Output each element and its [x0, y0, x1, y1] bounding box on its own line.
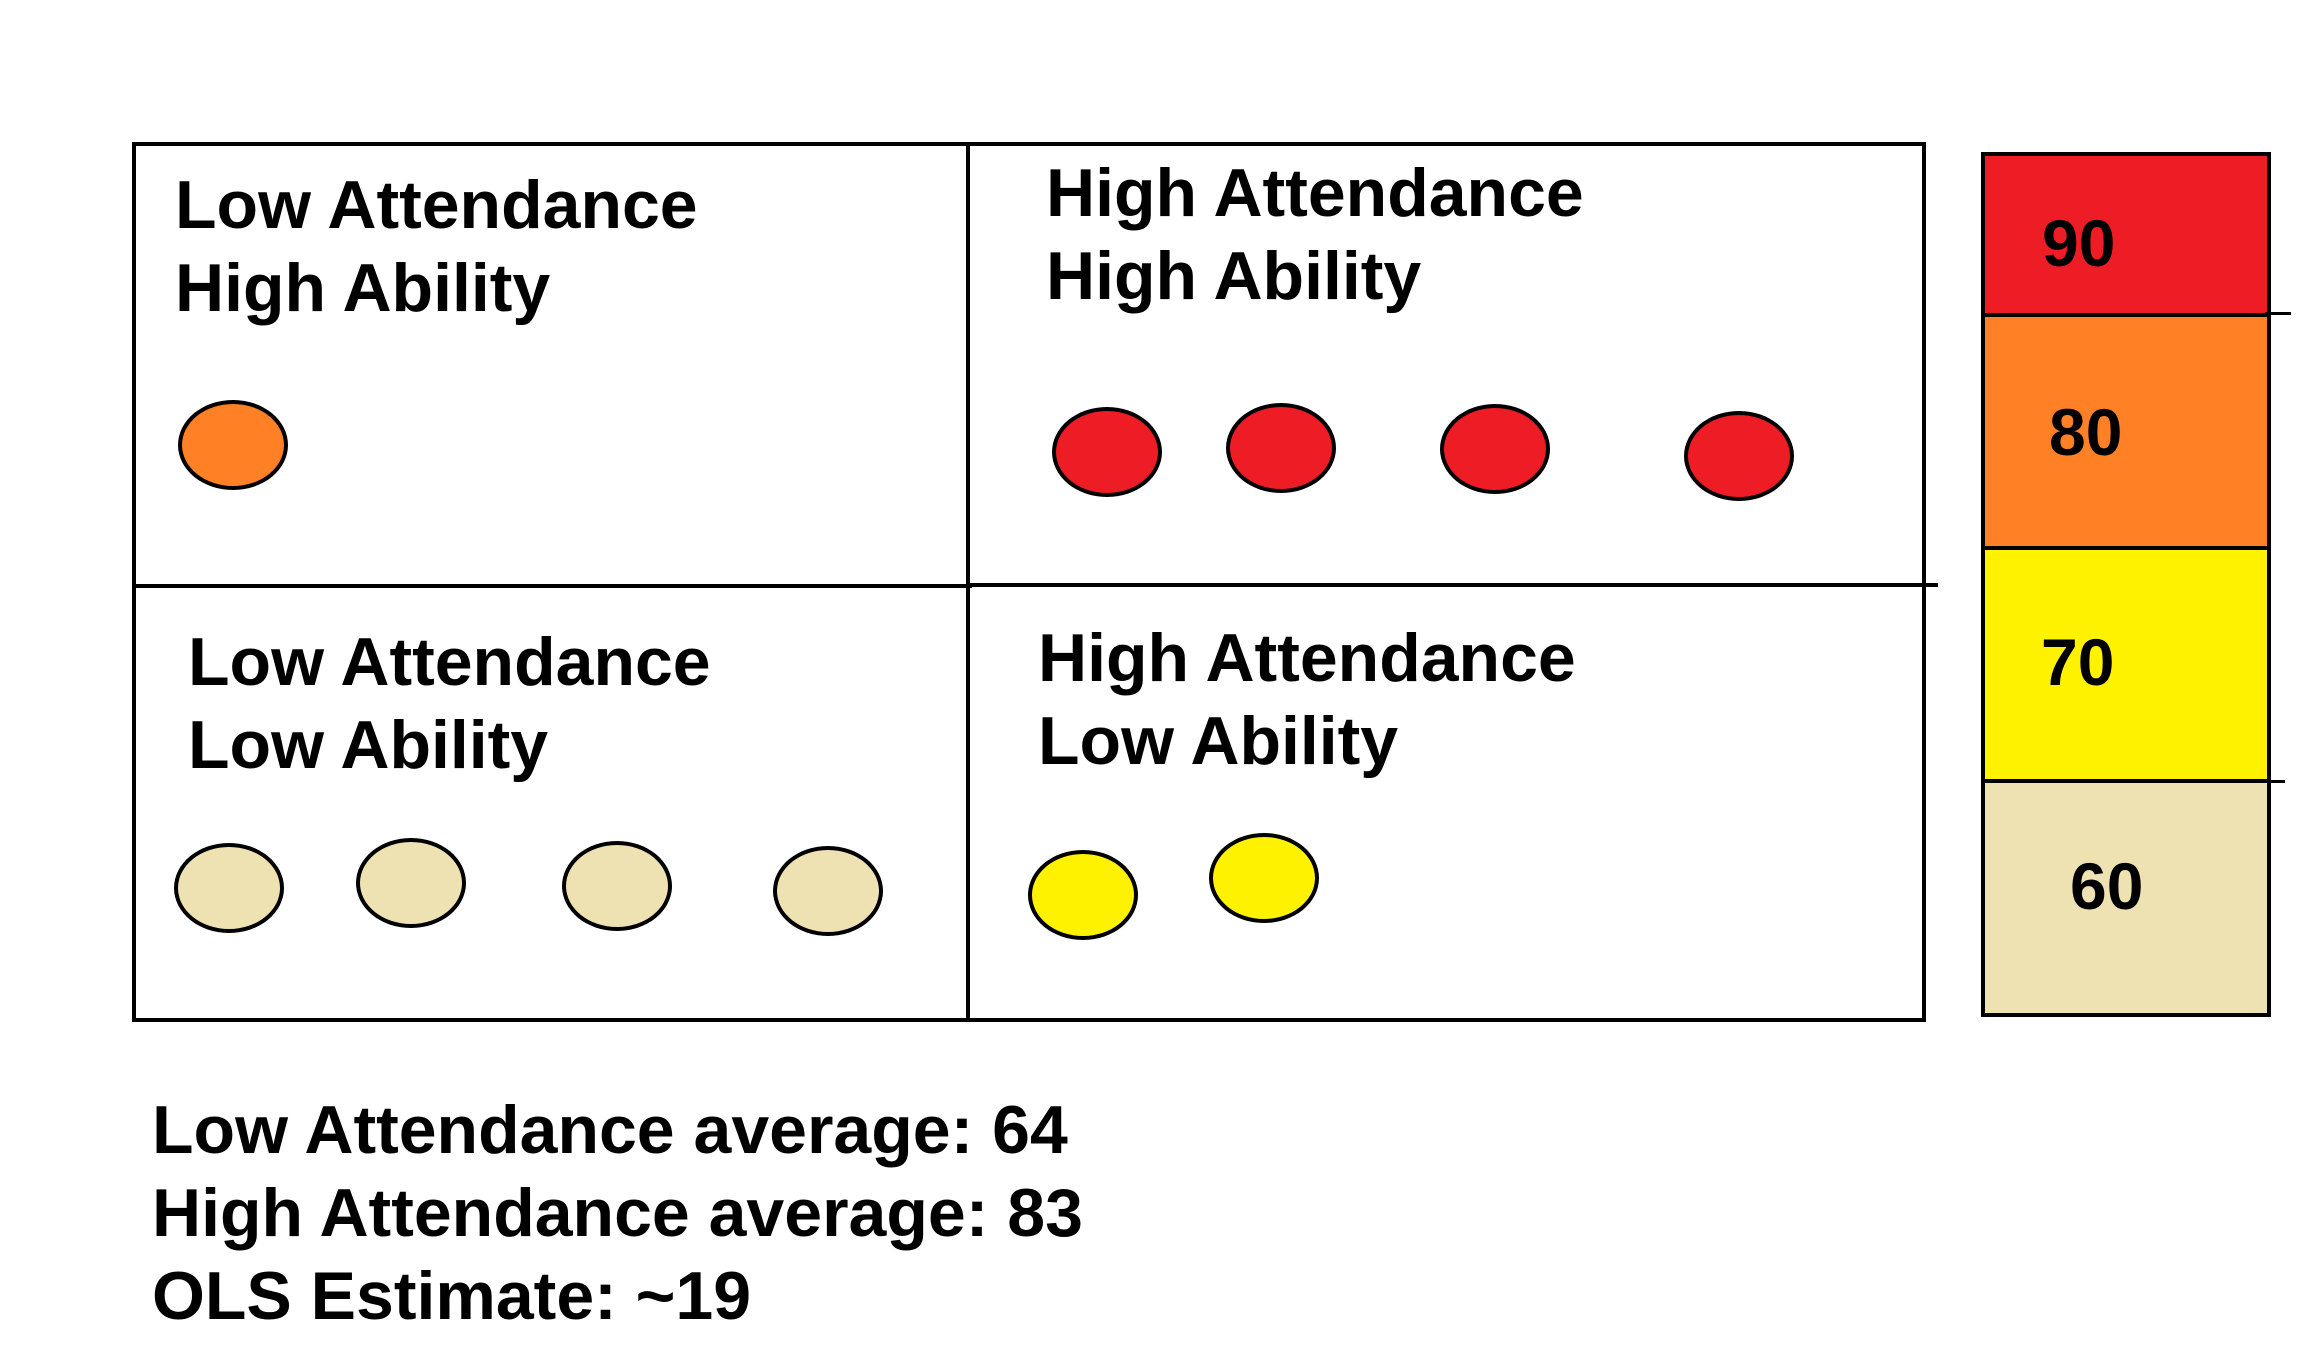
- low-attendance-average: Low Attendance average: 64: [152, 1092, 1068, 1168]
- scale-value: 70: [2041, 625, 2115, 699]
- quadrant-label-high-attendance-high-ability: High Attendance High Ability: [1046, 152, 1584, 318]
- student-dot: [562, 841, 672, 931]
- scale-value: 90: [2042, 206, 2116, 280]
- quadrant-label-line2: Low Ability: [1038, 703, 1399, 779]
- quadrant-label-low-attendance-high-ability: Low Attendance High Ability: [175, 164, 698, 330]
- student-dot: [1052, 407, 1162, 497]
- quadrant-label-line2: High Ability: [175, 250, 551, 326]
- quadrant-label-high-attendance-low-ability: High Attendance Low Ability: [1038, 617, 1576, 783]
- student-dot: [1226, 403, 1336, 493]
- high-attendance-average: High Attendance average: 83: [152, 1175, 1083, 1251]
- scale-band-90: 90: [1985, 156, 2267, 317]
- quadrant-label-line2: Low Ability: [188, 707, 549, 783]
- student-dot: [174, 843, 284, 933]
- student-dot: [1684, 411, 1794, 501]
- quadrant-label-line2: High Ability: [1046, 238, 1422, 314]
- student-dot: [178, 400, 288, 490]
- student-dot: [1440, 404, 1550, 494]
- quadrant-label-low-attendance-low-ability: Low Attendance Low Ability: [188, 621, 711, 787]
- scale-tick: [2265, 780, 2285, 783]
- scale-value: 60: [2070, 849, 2144, 923]
- quadrant-label-line1: Low Attendance: [175, 167, 698, 243]
- quadrant-label-line1: High Attendance: [1038, 620, 1576, 696]
- horizontal-divider-left: [132, 584, 972, 588]
- student-dot: [1209, 833, 1319, 923]
- score-color-scale: 90 80 70 60: [1981, 152, 2271, 1017]
- quadrant-label-line1: Low Attendance: [188, 624, 711, 700]
- scale-value: 80: [2049, 395, 2123, 469]
- horizontal-divider-right: [966, 583, 1938, 587]
- quadrant-label-line1: High Attendance: [1046, 155, 1584, 231]
- student-dot: [1028, 850, 1138, 940]
- scale-band-70: 70: [1985, 550, 2267, 783]
- student-dot: [773, 846, 883, 936]
- student-dot: [356, 838, 466, 928]
- scale-band-80: 80: [1985, 317, 2267, 550]
- quadrant-grid: [132, 142, 1926, 1022]
- scale-tick: [2265, 312, 2291, 315]
- ols-estimate: OLS Estimate: ~19: [152, 1258, 752, 1334]
- scale-band-60: 60: [1985, 783, 2267, 1013]
- vertical-divider: [966, 142, 970, 1022]
